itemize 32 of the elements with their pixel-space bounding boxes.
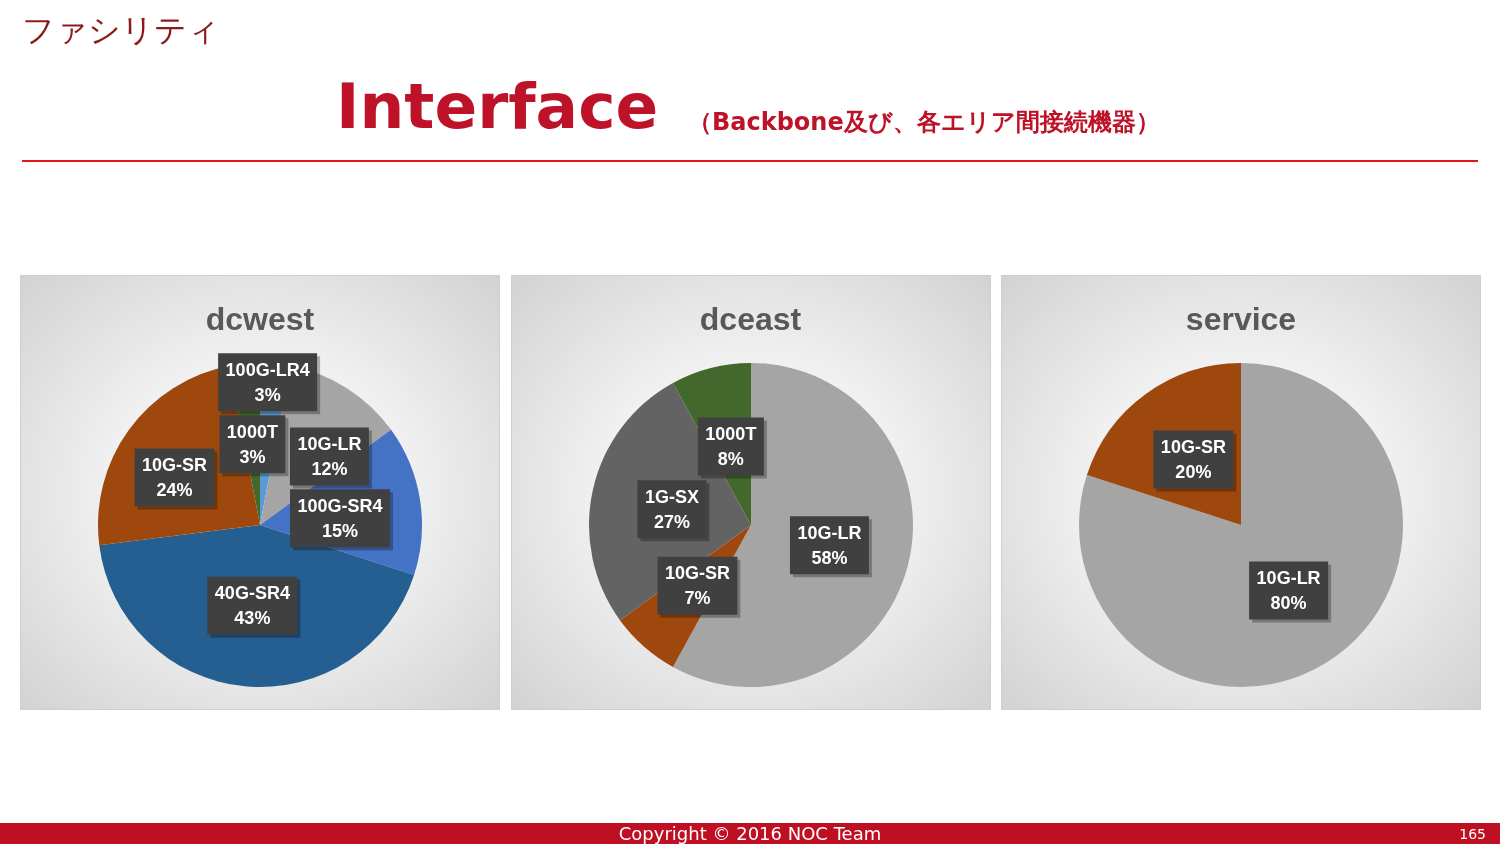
data-label: 43% (234, 608, 271, 629)
data-label: 12% (311, 459, 348, 480)
text: （Backbone及び、各エリア間接続機器） (688, 107, 1160, 138)
data-label: 3% (254, 384, 281, 405)
chart-title: dcwest (204, 300, 316, 338)
data-label: 24% (156, 479, 193, 500)
slice-label: 100G-LR4 (225, 359, 310, 380)
slice-label: 1000T (704, 424, 756, 445)
text: Interface (336, 70, 659, 144)
slice-label: 10G-SR (141, 454, 207, 475)
data-label: 80% (1270, 593, 1307, 613)
data-label: 27% (653, 511, 690, 532)
data-label: 7% (683, 588, 710, 609)
slice-label: 1000T (226, 421, 278, 442)
slice-label: 10G-LR (297, 434, 362, 455)
slice-label: 1G-SX (644, 486, 699, 507)
data-label: 15% (321, 520, 359, 541)
slice-label: 10G-SR (1160, 436, 1226, 457)
chart-title: dceast (698, 300, 803, 338)
data-label: 20% (1175, 461, 1212, 482)
slice-label: 100G-SR4 (297, 495, 383, 516)
text: ファシリティ (22, 10, 220, 50)
text: Copyright © 2016 NOC Team (617, 823, 883, 844)
data-label: 8% (717, 449, 744, 470)
slice-label: 40G-SR4 (214, 583, 290, 604)
chart-title: service (1184, 300, 1298, 338)
data-label: 58% (810, 547, 847, 568)
slice-label: 10G-LR (1256, 568, 1321, 588)
slice-label: 10G-LR (796, 522, 861, 543)
data-label: 3% (239, 446, 266, 467)
slice-label: 10G-SR (664, 563, 730, 584)
text: 165 (1458, 826, 1486, 843)
